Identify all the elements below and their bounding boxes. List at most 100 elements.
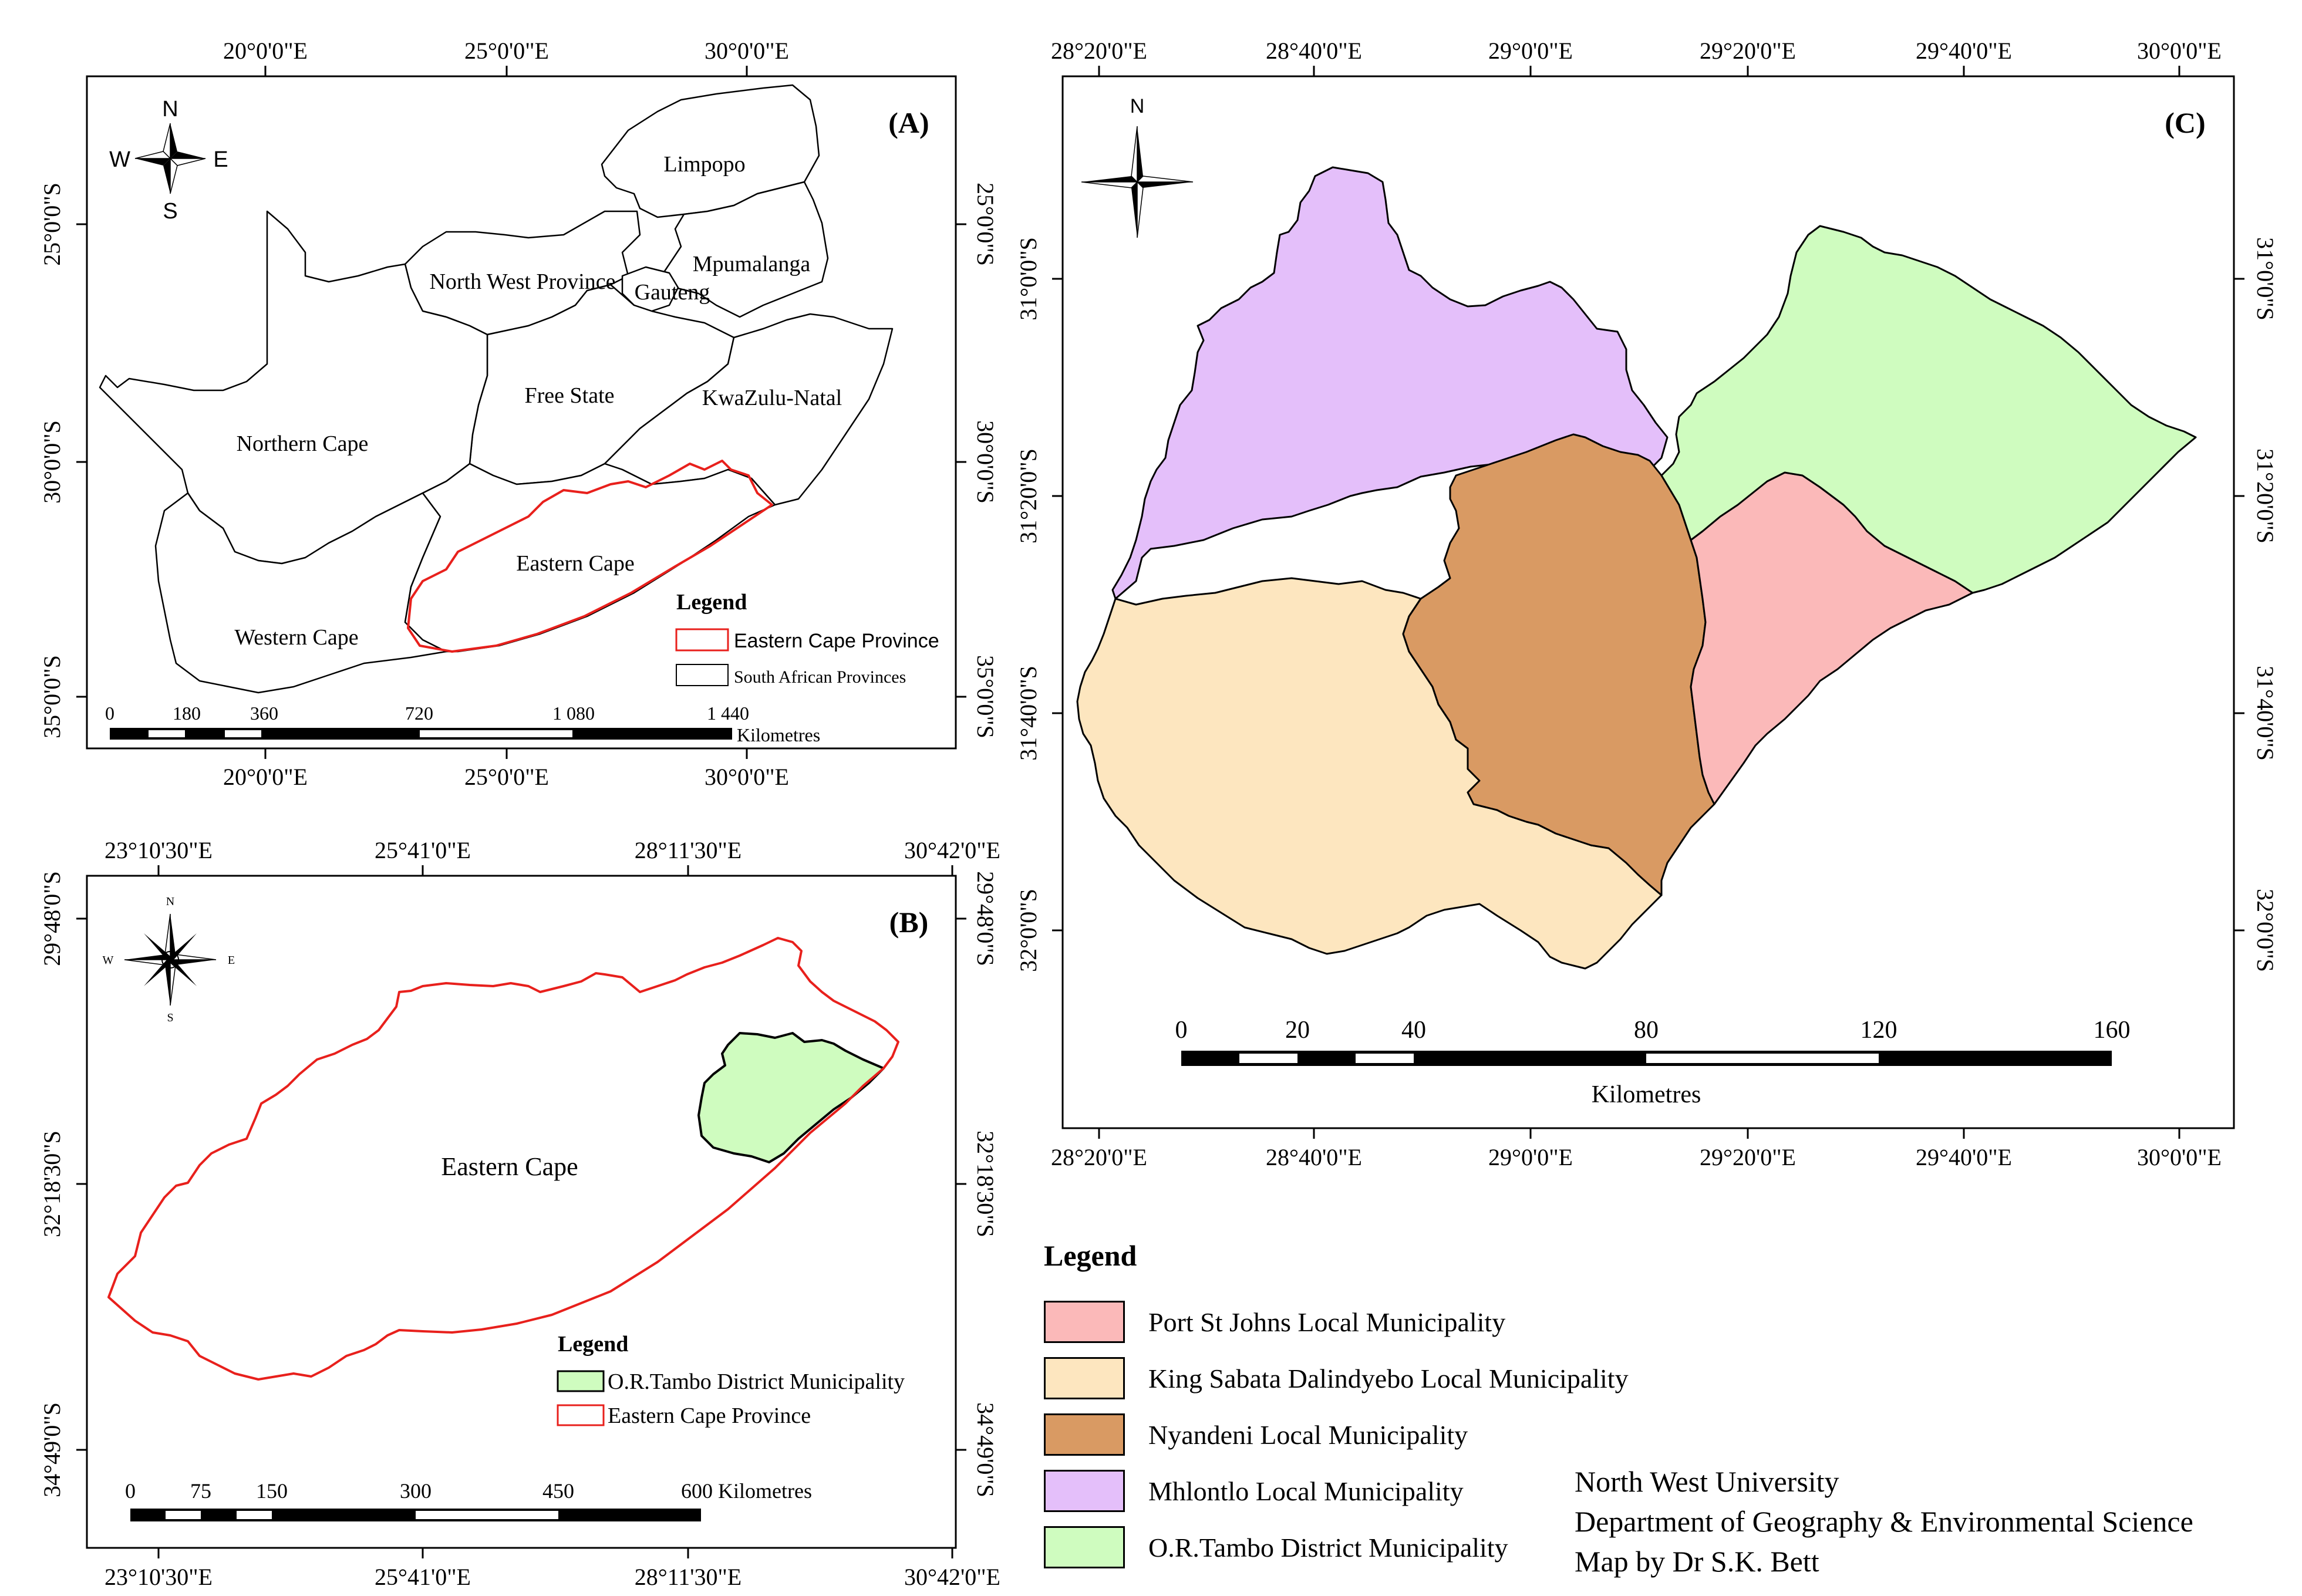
panel-a-lat-left-3: 35°0'0"S (39, 655, 65, 738)
legend-swatch-king-sabata (1044, 1357, 1125, 1399)
panel-b-lon-top-3: 28°11'30"E (635, 837, 742, 863)
label-eastern-cape: Eastern Cape (516, 551, 635, 576)
label-north-west: North West Province (429, 269, 615, 294)
panel-b-compass-rose-icon (124, 913, 217, 1006)
legend-swatch-or-tambo (1044, 1526, 1125, 1568)
panel-a-scale-1080: 1 080 (552, 703, 595, 724)
panel-a-scalebar (110, 728, 732, 740)
panel-b-lat-left-2: 32°18'30"S (39, 1131, 65, 1237)
panel-c-scale-20: 20 (1285, 1017, 1310, 1044)
panel-b-scale-75: 75 (190, 1479, 211, 1503)
main-legend-item-king-sabata: King Sabata Dalindyebo Local Municipalit… (1044, 1350, 1629, 1406)
panel-b-compass-e: E (228, 954, 235, 967)
panel-b-eastern-cape-boundary (107, 937, 899, 1381)
panel-c-lon-bottom-5: 29°40'0"E (1916, 1144, 2012, 1170)
credits-block: North West University Department of Geog… (1575, 1462, 2193, 1581)
panel-a-south-africa-map: 20°0'0"E 25°0'0"E 30°0'0"E 20°0'0"E 25°0… (39, 38, 999, 790)
panel-b-scale-150: 150 (256, 1479, 288, 1503)
panel-b-lat-left-3: 34°49'0"S (39, 1402, 65, 1497)
panel-c-lat-left-3: 31°40'0"S (1015, 666, 1042, 761)
panel-b-lon-top-2: 25°41'0"E (375, 837, 471, 863)
panel-b-lon-top-1: 23°10'30"E (105, 837, 213, 863)
panel-a-scale-720: 720 (405, 703, 433, 724)
panel-a-lat-left-1: 25°0'0"S (39, 183, 65, 266)
panel-a-lat-left-2: 30°0'0"S (39, 420, 65, 504)
panel-b-eastern-cape-map: 23°10'30"E 25°41'0"E 28°11'30"E 30°42'0"… (39, 837, 1000, 1590)
label-northern-cape: Northern Cape (237, 431, 369, 456)
panel-b-scale-600: 600 Kilometres (681, 1479, 812, 1503)
panel-b-lon-bottom-4: 30°42'0"E (904, 1564, 1000, 1590)
panel-a-tag: (A) (888, 106, 929, 139)
panel-b-scale-450: 450 (542, 1479, 574, 1503)
panel-b-lat-left-1: 29°48'0"S (39, 871, 65, 966)
panel-b-lon-top-4: 30°42'0"E (904, 837, 1000, 863)
panel-b-lon-bottom-1: 23°10'30"E (105, 1564, 213, 1590)
panel-c-lat-left-4: 32°0'0"S (1015, 889, 1042, 972)
panel-c-lat-left-1: 31°0'0"S (1015, 237, 1042, 320)
label-free-state: Free State (524, 383, 614, 408)
panel-b-legend-green-swatch (557, 1370, 605, 1392)
panel-a-compass-n: N (162, 97, 178, 122)
panel-c-lon-bottom-1: 28°20'0"E (1051, 1144, 1147, 1170)
panel-a-lat-right-3: 35°0'0"S (972, 655, 999, 738)
panel-c-lon-top-1: 28°20'0"E (1051, 38, 1147, 64)
panel-b-legend-item-2: Eastern Cape Province (608, 1403, 811, 1428)
panel-c-compass-n: N (1130, 95, 1145, 117)
panel-a-lon-bottom-3: 30°0'0"E (705, 764, 789, 790)
main-legend-item-or-tambo: O.R.Tambo District Municipality (1044, 1519, 1508, 1575)
panel-b-scale-0: 0 (125, 1479, 136, 1503)
panel-a-compass-e: E (213, 147, 228, 172)
panel-b-or-tambo-district (697, 1032, 885, 1163)
panel-b-legend-red-swatch (557, 1404, 605, 1426)
panel-c-lon-top-5: 29°40'0"E (1916, 38, 2012, 64)
panel-b-lat-right-2: 32°18'30"S (972, 1131, 999, 1237)
panel-c-tag: (C) (2165, 106, 2205, 139)
panel-b-compass-w: W (103, 954, 114, 967)
panel-b-compass-s: S (167, 1011, 173, 1024)
panel-a-lon-top-1: 20°0'0"E (223, 38, 308, 64)
panel-a-scale-0: 0 (105, 703, 114, 724)
panel-a-lon-top-2: 25°0'0"E (464, 38, 549, 64)
panel-b-scale-300: 300 (400, 1479, 432, 1503)
panel-c-scale-120: 120 (1861, 1017, 1897, 1044)
panel-a-eastern-cape-boundary (407, 460, 773, 653)
label-western-cape: Western Cape (234, 625, 358, 650)
panel-a-scale-180: 180 (173, 703, 201, 724)
panel-c-lon-top-3: 29°0'0"E (1488, 38, 1573, 64)
panel-c-lon-bottom-3: 29°0'0"E (1488, 1144, 1573, 1170)
legend-label-mhlontlo: Mhlontlo Local Municipality (1148, 1476, 1464, 1506)
main-legend-item-port-st-johns: Port St Johns Local Municipality (1044, 1294, 1505, 1350)
panel-c-lon-bottom-6: 30°0'0"E (2137, 1144, 2222, 1170)
main-legend-item-nyandeni: Nyandeni Local Municipality (1044, 1406, 1468, 1463)
panel-c-frame-ticks (1052, 66, 2244, 1139)
panel-a-scale-1440: 1 440 (707, 703, 749, 724)
panel-a-lon-top-3: 30°0'0"E (705, 38, 789, 64)
panel-c-scalebar (1181, 1051, 2112, 1066)
panel-a-lon-bottom-2: 25°0'0"E (464, 764, 549, 790)
panel-c-scale-unit: Kilometres (1592, 1081, 1701, 1108)
legend-swatch-mhlontlo (1044, 1470, 1125, 1512)
credit-department: Department of Geography & Environmental … (1575, 1505, 2193, 1538)
panel-a-scale-unit: Kilometres (737, 724, 820, 745)
panel-c-lat-right-1: 31°0'0"S (2252, 237, 2279, 320)
label-limpopo: Limpopo (663, 152, 745, 177)
legend-label-nyandeni: Nyandeni Local Municipality (1148, 1419, 1468, 1450)
panel-b-scalebar (130, 1509, 701, 1521)
panel-c-lat-right-2: 31°20'0"S (2252, 448, 2279, 544)
panel-c-scale-40: 40 (1401, 1017, 1426, 1044)
panel-c-lon-top-4: 29°20'0"E (1700, 38, 1796, 64)
panel-c-lon-bottom-4: 29°20'0"E (1700, 1144, 1796, 1170)
credit-university: North West University (1575, 1465, 1839, 1498)
panel-b-compass-n: N (166, 895, 174, 908)
main-legend-title: Legend (1044, 1239, 1137, 1272)
panel-c-or-tambo-map: 28°20'0"E 28°40'0"E 29°0'0"E 29°20'0"E 2… (1015, 38, 2279, 1170)
municipality-or-tambo-green (1660, 225, 2197, 594)
panel-b-lon-bottom-2: 25°41'0"E (375, 1564, 471, 1590)
province-gauteng (621, 266, 679, 312)
panel-a-scale-360: 360 (250, 703, 278, 724)
panel-b-legend-item-1: O.R.Tambo District Municipality (608, 1369, 905, 1394)
panel-c-lat-right-4: 32°0'0"S (2252, 889, 2279, 972)
panel-b-tag: (B) (889, 906, 929, 939)
panel-a-compass-s: S (163, 199, 177, 224)
